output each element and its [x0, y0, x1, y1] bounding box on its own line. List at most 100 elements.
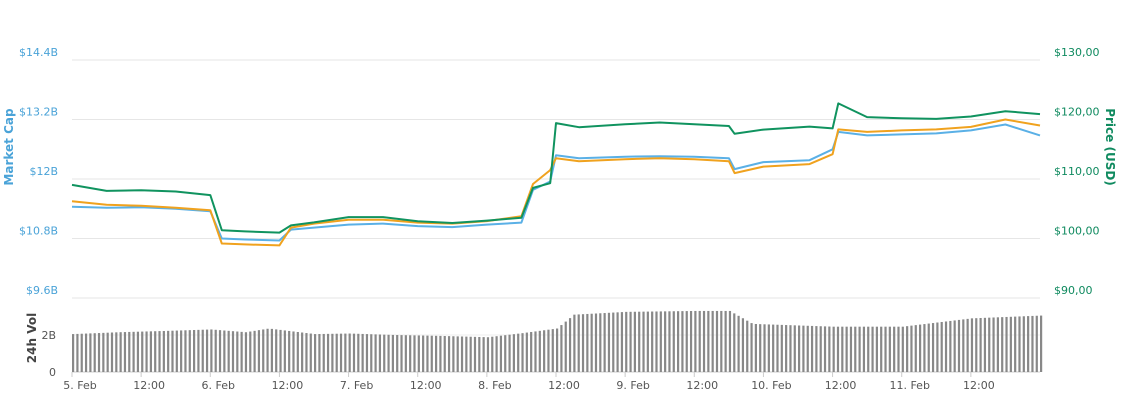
volume-bar: [348, 333, 351, 372]
volume-bar: [629, 311, 632, 372]
volume-bar: [664, 311, 667, 372]
volume-bar: [1027, 316, 1030, 372]
volume-bar: [84, 333, 88, 372]
volume-bar: [426, 335, 429, 372]
volume-tick-label: 2B: [41, 329, 56, 342]
volume-bar: [677, 311, 680, 372]
volume-bar: [162, 330, 165, 372]
volume-bar: [227, 330, 230, 372]
x-tick-label: 12:00: [686, 379, 718, 392]
volume-bar: [102, 332, 105, 372]
volume-bar: [599, 313, 602, 372]
volume-bar: [344, 333, 347, 372]
volume-bar: [266, 328, 269, 372]
volume-bar: [858, 326, 861, 372]
volume-bar: [93, 333, 96, 372]
volume-bar: [741, 318, 745, 372]
volume-bar: [491, 336, 494, 372]
volume-bar: [439, 335, 442, 372]
volume-bar: [573, 314, 576, 372]
x-tick-label: 8. Feb: [478, 379, 511, 392]
volume-bar: [171, 330, 174, 372]
volume-bar: [1014, 316, 1017, 372]
volume-bar: [702, 310, 706, 372]
volume-bar: [136, 331, 140, 372]
volume-bar: [728, 310, 732, 372]
volume-bar: [815, 326, 818, 372]
volume-bar: [875, 326, 878, 372]
volume-bar: [205, 329, 209, 372]
volume-bar: [966, 318, 969, 372]
volume-bar: [1031, 315, 1034, 372]
left-tick-label: $10.8B: [19, 225, 58, 238]
volume-bar: [326, 333, 330, 372]
volume-bar: [370, 334, 373, 372]
volume-bar: [1005, 316, 1008, 372]
x-tick-label: 5. Feb: [63, 379, 96, 392]
x-tick-label: 12:00: [272, 379, 304, 392]
volume-bar: [625, 311, 628, 372]
volume-bar: [417, 335, 420, 372]
volume-bar: [193, 330, 196, 372]
volume-bar: [339, 333, 343, 372]
volume-bar: [919, 324, 922, 372]
left-axis-title: Market Cap: [2, 108, 16, 186]
volume-bar: [115, 332, 118, 372]
volume-bar: [767, 324, 770, 372]
volume-bar: [880, 326, 883, 372]
volume-bar: [525, 332, 528, 372]
volume-bar: [469, 336, 472, 372]
volume-bar: [508, 334, 511, 372]
volume-bar: [668, 311, 671, 372]
volume-bar: [257, 330, 261, 372]
volume-bar: [620, 312, 624, 372]
volume-bar: [184, 330, 187, 372]
right-tick-label: $100,00: [1054, 225, 1100, 238]
volume-bar: [456, 336, 459, 372]
volume-bar: [884, 326, 887, 372]
volume-bar: [387, 334, 390, 372]
volume-bar: [305, 333, 308, 372]
volume-bar: [231, 331, 235, 372]
right-tick-label: $130,00: [1054, 46, 1100, 59]
volume-bar: [931, 323, 935, 372]
volume-bar: [854, 326, 857, 372]
volume-bar: [504, 335, 507, 372]
volume-bar: [292, 331, 295, 372]
left-tick-label: $12B: [29, 165, 58, 178]
volume-bar: [218, 330, 222, 372]
volume-bar: [72, 334, 75, 372]
volume-bar: [201, 329, 204, 372]
volume-bar: [979, 318, 982, 372]
volume-bar: [404, 335, 407, 372]
volume-bar: [819, 326, 822, 372]
volume-bar: [288, 330, 291, 372]
x-tick-label: 7. Feb: [340, 379, 373, 392]
volume-bar: [301, 332, 304, 372]
volume-bar: [940, 321, 943, 372]
volume-bar: [642, 311, 645, 372]
volume-bar: [253, 330, 256, 372]
volume-bar: [901, 326, 904, 372]
volume-bar: [927, 323, 930, 372]
volume-bar: [236, 331, 239, 372]
volume-bar: [681, 311, 684, 372]
volume-bar: [314, 334, 317, 372]
volume-bar: [832, 326, 835, 372]
volume-bar: [789, 325, 792, 372]
volume-bar: [240, 331, 243, 372]
volume-bar: [443, 336, 446, 372]
volume-bar: [331, 333, 334, 372]
volume-bar: [867, 326, 870, 372]
volume-bar: [132, 331, 135, 372]
volume-bar: [724, 310, 727, 372]
volume-bar: [957, 319, 961, 372]
right-axis-title: Price (USD): [1103, 108, 1117, 186]
volume-bar: [400, 335, 403, 372]
volume-bar: [1001, 317, 1004, 372]
volume-bar: [568, 318, 572, 372]
volume-bar: [357, 333, 360, 372]
volume-bar: [486, 337, 490, 372]
volume-bar: [910, 325, 913, 372]
